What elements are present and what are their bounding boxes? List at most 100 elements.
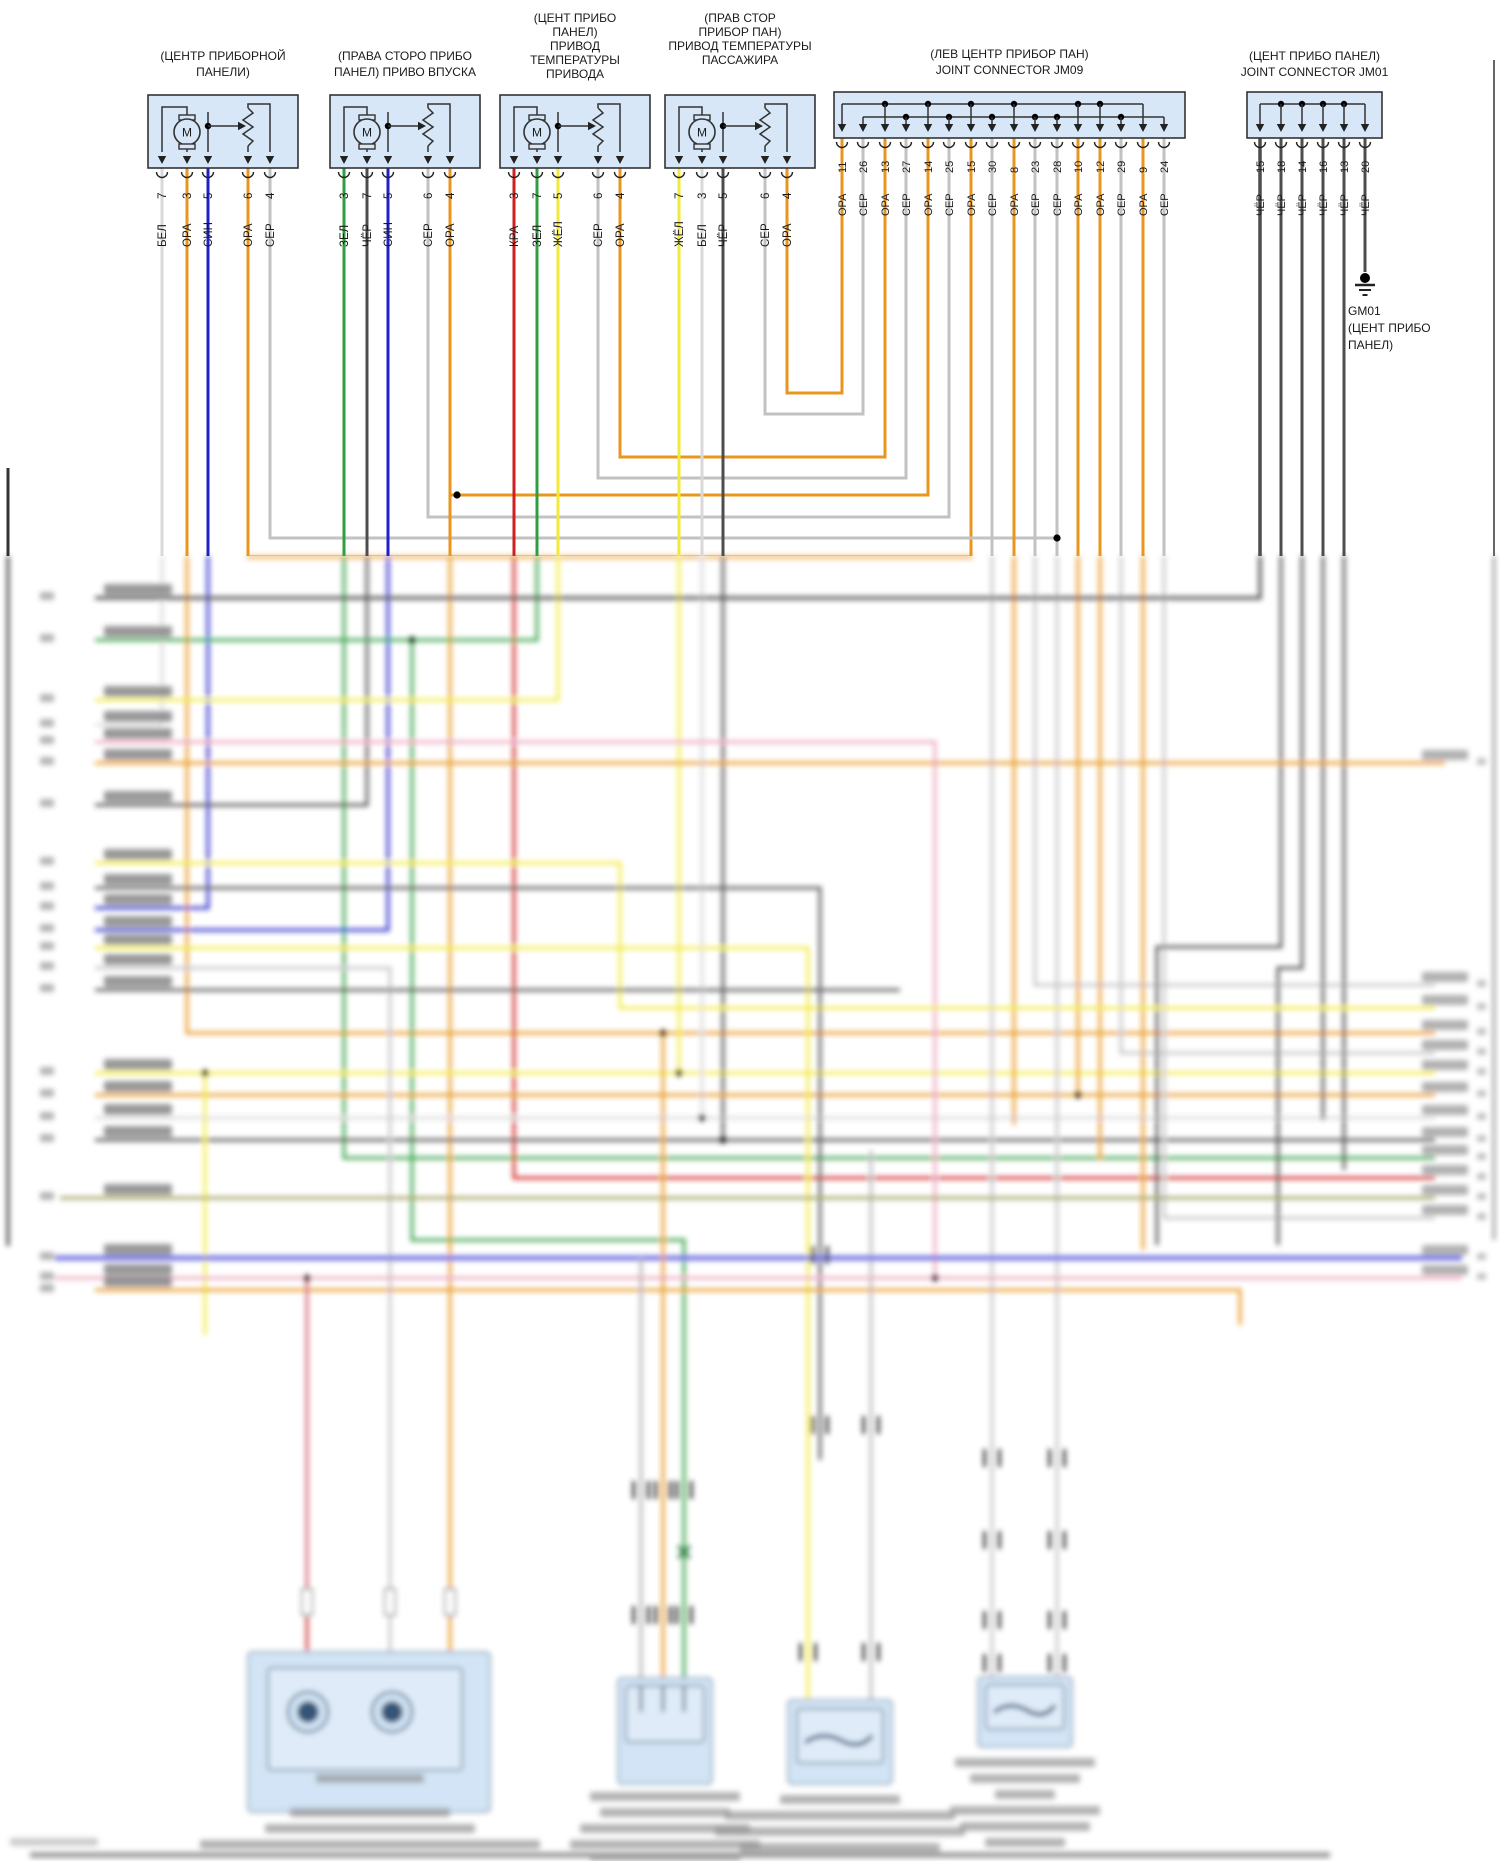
wire-label-blob bbox=[1422, 1145, 1468, 1155]
wire-label-blob bbox=[1422, 972, 1468, 982]
text-blob bbox=[985, 1838, 1065, 1847]
junction-dot bbox=[931, 1274, 939, 1282]
wire-route bbox=[787, 136, 842, 393]
ground-label: GM01 bbox=[1348, 304, 1381, 318]
pin-number-label: 30 bbox=[987, 161, 999, 173]
splice-mark bbox=[1048, 1611, 1052, 1629]
connector-c2: (ПРАВА СТОРО ПРИБО ПАНЕЛ) ПРИВО ВПУСКА M 3 З… bbox=[329, 49, 481, 247]
wiper-arrow-icon bbox=[238, 121, 246, 131]
wire-label-blob bbox=[104, 749, 172, 760]
pin-number-label: 7 bbox=[532, 193, 544, 199]
wire-color-label: ЧЁР bbox=[1318, 194, 1330, 216]
arrow-down-icon bbox=[718, 156, 728, 164]
pin-number-blob bbox=[40, 634, 54, 642]
pin-number-blob bbox=[1477, 1193, 1486, 1200]
wire-route bbox=[206, 166, 210, 556]
pin-connector-arc bbox=[530, 171, 544, 179]
upper-wires bbox=[6, 60, 1495, 556]
motor-cap bbox=[528, 143, 546, 150]
pin-number-blob bbox=[40, 1192, 54, 1200]
bottom-component-b3 bbox=[715, 1699, 965, 1852]
splice-mark bbox=[983, 1654, 987, 1672]
pin-connector-arc bbox=[263, 171, 277, 179]
wire-color-label: СЕР bbox=[1030, 193, 1042, 216]
arrow-down-icon bbox=[944, 124, 954, 132]
wire-color-label: БЕЛ bbox=[157, 224, 169, 247]
junction-dot bbox=[453, 491, 461, 499]
wire-color-label: ОРА bbox=[966, 193, 978, 216]
blurred-lower-diagram bbox=[6, 136, 1495, 1861]
pin-number-label: 26 bbox=[858, 161, 870, 173]
motor-core bbox=[381, 1701, 403, 1723]
pin-connector-arc bbox=[942, 141, 956, 149]
wire-label-blob bbox=[104, 728, 172, 739]
potentiometer-icon bbox=[241, 107, 255, 147]
pin-number-blob bbox=[1477, 1028, 1486, 1035]
wire-color-label: ЧЁР bbox=[1276, 194, 1288, 216]
junction-dot bbox=[1360, 273, 1370, 283]
pin-number-label: 29 bbox=[1116, 161, 1128, 173]
pin-number-blob bbox=[40, 1272, 54, 1280]
wire-label-blob bbox=[104, 894, 172, 905]
pin-number-label: 5 bbox=[718, 193, 730, 199]
wiper-arrow-icon bbox=[755, 121, 763, 131]
pin-number-label: 6 bbox=[593, 193, 605, 199]
wire-label-blob bbox=[1422, 995, 1468, 1005]
pin-number-label: 16 bbox=[1318, 161, 1330, 173]
pin-number-blob bbox=[1477, 1090, 1486, 1097]
pin-number-blob bbox=[40, 882, 54, 890]
wire-color-label: ОРА bbox=[1009, 193, 1021, 216]
potentiometer-icon bbox=[758, 107, 772, 147]
pin-connector-arc bbox=[672, 171, 686, 179]
text-blob bbox=[570, 1840, 760, 1849]
pin-number-label: 3 bbox=[697, 193, 709, 199]
text-blob bbox=[740, 1843, 940, 1852]
wire-route bbox=[95, 556, 560, 702]
wire-label-blob bbox=[104, 1264, 172, 1275]
wire-label-blob bbox=[104, 584, 172, 595]
wire-label-blob bbox=[1422, 1127, 1468, 1137]
pin-connector-arc bbox=[1253, 141, 1267, 149]
junction-dot bbox=[675, 1069, 683, 1077]
pin-connector-arc bbox=[716, 171, 730, 179]
pin-connector-arc bbox=[241, 171, 255, 179]
pin-connector-arc bbox=[780, 171, 794, 179]
pin-connector-arc bbox=[1295, 141, 1309, 149]
pin-number-label: 27 bbox=[901, 161, 913, 173]
wire-route bbox=[185, 166, 189, 556]
wire-route bbox=[95, 861, 1435, 1010]
pin-number-label: 12 bbox=[1095, 161, 1107, 173]
wire-label-blob bbox=[1422, 1265, 1468, 1275]
splice-mark bbox=[813, 1643, 817, 1661]
pin-number-label: 6 bbox=[243, 193, 255, 199]
wire-route bbox=[95, 740, 937, 1278]
arrow-down-icon bbox=[966, 124, 976, 132]
copyright-blob bbox=[10, 1838, 98, 1846]
connector-box bbox=[833, 91, 1186, 139]
pin-number-blob bbox=[40, 757, 54, 765]
wire-route bbox=[410, 640, 686, 1692]
wire-color-label: ОРА bbox=[243, 223, 255, 247]
pin-number-label: 13 bbox=[1339, 161, 1351, 173]
wire-route bbox=[1279, 136, 1283, 556]
wire-label-blob bbox=[104, 1244, 172, 1255]
internal-wire bbox=[764, 103, 788, 152]
pin-number-blob bbox=[1477, 1135, 1486, 1142]
motor-letter: M bbox=[362, 126, 372, 140]
wire-route bbox=[700, 556, 1435, 1120]
bottom-component-b1 bbox=[200, 1651, 540, 1849]
pin-number-blob bbox=[40, 1089, 54, 1097]
wire-route bbox=[1076, 556, 1435, 1097]
connector-title: ПАНЕЛИ) bbox=[196, 65, 250, 79]
pin-connector-arc bbox=[443, 171, 457, 179]
pin-number-blob bbox=[40, 736, 54, 744]
junction-dot bbox=[698, 1114, 706, 1122]
splice-mark bbox=[1048, 1531, 1052, 1549]
wire-route bbox=[785, 136, 844, 395]
arrow-down-icon bbox=[1052, 124, 1062, 132]
connector-title: (ПРАВ СТОР bbox=[704, 11, 776, 25]
connector-title: JOINT CONNECTOR JM01 bbox=[1241, 65, 1389, 79]
component-inner-box bbox=[625, 1685, 705, 1743]
pin-connector-arc bbox=[964, 141, 978, 149]
arrow-down-icon bbox=[987, 124, 997, 132]
